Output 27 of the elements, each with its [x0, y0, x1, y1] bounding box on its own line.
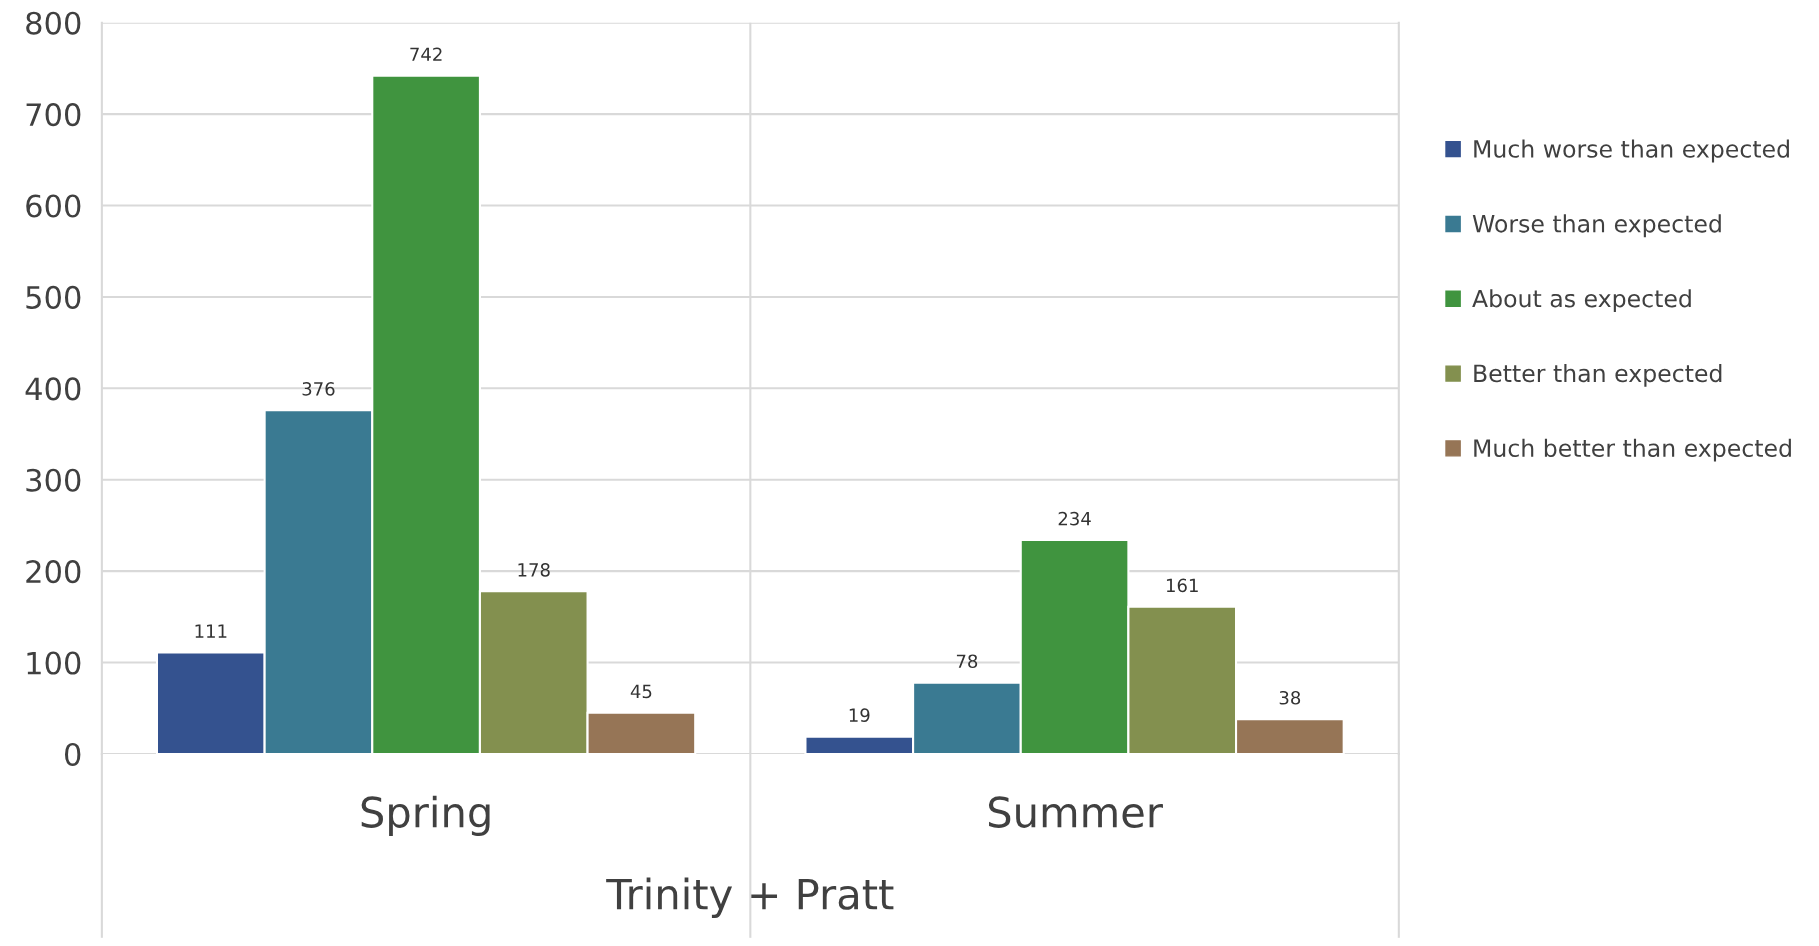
data-label: 234	[1058, 511, 1091, 526]
y-tick-label: 300	[26, 468, 81, 492]
y-tick-label: 700	[26, 103, 81, 127]
legend-label: Better than expected	[1474, 363, 1722, 387]
y-tick-label: 500	[26, 285, 81, 309]
y-tick-label: 800	[26, 11, 81, 35]
data-label: 742	[410, 47, 442, 61]
x-axis-title: Trinity + Pratt	[606, 877, 894, 918]
data-label: 78	[956, 654, 978, 669]
data-label: 178	[518, 562, 550, 577]
data-label: 111	[195, 624, 227, 638]
data-label: 161	[1166, 578, 1198, 593]
legend-label: Much worse than expected	[1474, 139, 1789, 163]
data-label: 376	[302, 382, 335, 396]
y-tick-label: 200	[26, 560, 81, 584]
legend-label: About as expected	[1472, 289, 1691, 313]
y-tick-label: 0	[64, 742, 81, 767]
legend-label: Much better than expected	[1474, 438, 1791, 462]
x-tick-label: Spring	[361, 795, 490, 836]
y-tick-label: 100	[27, 651, 81, 675]
y-tick-label: 600	[26, 194, 81, 218]
x-tick-label: Summer	[988, 796, 1163, 828]
data-label: 45	[630, 684, 652, 699]
legend-label: Worse than expected	[1472, 214, 1721, 238]
data-label: 38	[1279, 690, 1301, 705]
data-label: 19	[849, 708, 870, 722]
y-tick-label: 400	[25, 377, 81, 401]
